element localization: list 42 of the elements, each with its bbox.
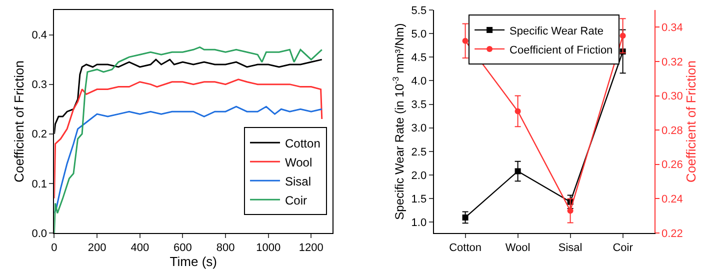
y2-tick-label: 0.32	[662, 56, 683, 68]
y-tick-label: 0.0	[32, 228, 48, 240]
x-tick-label: 200	[88, 242, 106, 254]
y-tick-label: 0.1	[32, 178, 48, 190]
x-tick-label: Coir	[612, 242, 634, 254]
y-tick-label: 5.5	[411, 4, 427, 17]
x-axis-title: Time (s)	[170, 254, 217, 270]
x-tick-label: 400	[130, 242, 150, 254]
legend-label: Coefficient of Friction	[510, 44, 613, 56]
y-tick-label: 0.2	[32, 128, 48, 141]
legend-label: Sisal	[285, 174, 312, 188]
legend-label: Specific Wear Rate	[510, 25, 604, 38]
y-tick-label: 4.0	[411, 76, 427, 88]
legend-label: Cotton	[285, 136, 320, 150]
legend-label: Coir	[285, 193, 308, 208]
y2-axis-title: Coefficient of Friction	[684, 60, 699, 182]
y-tick-label: 0.3	[32, 79, 48, 92]
y-tick-label: 1.5	[411, 193, 427, 206]
y-tick-label: 3.5	[411, 99, 427, 112]
y-tick-label: 4.5	[411, 52, 427, 64]
x-tick-label: 0	[51, 242, 58, 254]
x-tick-label: Cotton	[449, 242, 482, 254]
y-tick-label: 3.0	[411, 122, 427, 135]
y2-tick-label: 0.30	[662, 90, 683, 103]
y2-tick-label: 0.24	[662, 194, 683, 206]
y-tick-label: 0.4	[32, 30, 48, 42]
x-tick-label: 1200	[298, 242, 324, 254]
y2-tick-label: 0.22	[662, 228, 683, 240]
x-tick-label: Wool	[505, 242, 530, 254]
x-tick-label: 600	[174, 242, 192, 254]
y2-tick-label: 0.34	[662, 22, 683, 34]
x-tick-label: 1000	[256, 242, 281, 254]
y-tick-label: 2.5	[411, 146, 427, 158]
y2-tick-label: 0.28	[662, 124, 683, 137]
x-tick-label: 800	[216, 242, 235, 254]
y2-tick-label: 0.26	[662, 159, 683, 172]
y-tick-label: 1.0	[411, 217, 427, 230]
y-tick-label: 5.0	[411, 28, 427, 40]
y-tick-label: 2.0	[411, 170, 427, 182]
y-axis-title: Coefficient of Friction	[12, 60, 27, 182]
x-tick-label: Sisal	[558, 242, 582, 254]
legend-label: Wool	[285, 155, 312, 170]
